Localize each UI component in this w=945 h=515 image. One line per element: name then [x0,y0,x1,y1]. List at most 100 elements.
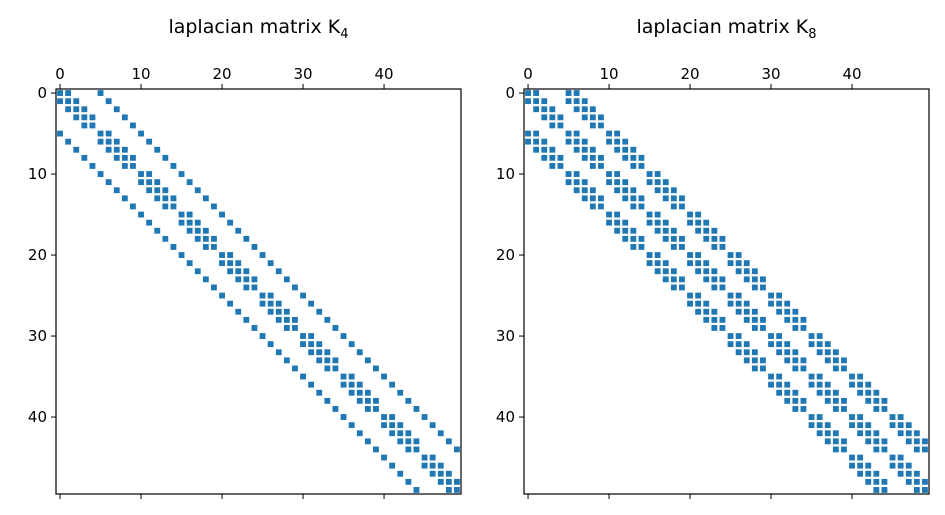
nonzero-marker [832,406,839,412]
nonzero-marker [202,276,209,283]
nonzero-marker [922,446,928,453]
chart-title: laplacian matrix K8 [636,16,816,42]
nonzero-marker [65,106,72,113]
nonzero-marker [138,179,144,186]
nonzero-marker [638,163,645,169]
nonzero-marker [614,179,621,186]
nonzero-marker [654,260,661,267]
nonzero-marker [525,138,531,145]
nonzero-marker [429,454,436,461]
nonzero-marker [646,219,653,226]
nonzero-marker [300,341,306,348]
nonzero-marker [897,414,904,420]
nonzero-marker [397,389,404,396]
nonzero-marker [89,122,96,129]
nonzero-marker [614,146,621,153]
nonzero-marker [138,171,144,177]
chart-title: laplacian matrix K4 [168,16,348,42]
nonzero-marker [784,308,791,315]
nonzero-marker [662,227,669,234]
nonzero-marker [735,300,742,307]
nonzero-marker [589,187,596,194]
nonzero-marker [364,406,371,412]
nonzero-marker [662,219,669,226]
nonzero-marker [97,130,104,137]
nonzero-marker [275,349,282,356]
nonzero-marker [670,276,677,283]
axes-frame [55,88,462,495]
nonzero-marker [622,138,629,145]
nonzero-marker [922,438,928,445]
nonzero-marker [792,389,799,396]
nonzero-marker [549,114,556,121]
nonzero-marker [622,227,629,234]
nonzero-marker [832,446,839,453]
nonzero-marker [606,219,612,226]
nonzero-marker [97,90,104,96]
nonzero-marker [292,316,298,323]
y-tick-label: 10 [496,165,515,183]
nonzero-marker [735,341,742,348]
nonzero-marker [743,357,750,364]
nonzero-marker [654,227,661,234]
nonzero-marker [300,333,306,339]
nonzero-marker [186,179,193,186]
nonzero-marker [662,179,669,186]
nonzero-marker [905,470,912,477]
nonzero-marker [121,163,128,169]
chart-title-subscript: 8 [808,27,816,42]
nonzero-marker [381,422,387,429]
nonzero-marker [219,211,225,218]
nonzero-marker [454,478,460,485]
nonzero-marker [832,397,839,404]
nonzero-marker [186,260,193,267]
nonzero-marker [873,478,880,485]
nonzero-marker [727,300,734,307]
nonzero-marker [606,211,612,218]
nonzero-marker [687,211,693,218]
nonzero-marker [865,397,872,404]
nonzero-marker [784,300,791,307]
nonzero-marker [857,373,864,380]
nonzero-marker [243,316,250,323]
nonzero-marker [194,227,201,234]
x-tick-label: 20 [681,65,700,83]
nonzero-marker [751,284,758,291]
nonzero-marker [832,438,839,445]
nonzero-marker [389,462,396,469]
nonzero-marker [873,397,880,404]
nonzero-marker [308,349,315,356]
nonzero-marker [549,106,556,113]
nonzero-marker [259,252,266,258]
nonzero-marker [389,422,396,429]
nonzero-marker [905,422,912,429]
nonzero-marker [808,414,815,420]
spy-markers [525,90,928,493]
nonzero-marker [711,244,718,250]
nonzero-marker [784,316,791,323]
nonzero-marker [768,292,774,299]
nonzero-marker [865,478,872,485]
nonzero-marker [454,446,460,453]
nonzero-marker [679,195,685,202]
nonzero-marker [695,227,702,234]
nonzero-marker [130,163,136,169]
nonzero-marker [348,381,355,388]
nonzero-marker [881,487,888,493]
nonzero-marker [227,300,234,307]
nonzero-marker [889,422,896,429]
nonzero-marker [219,252,225,258]
y-tick-label: 20 [496,246,515,264]
nonzero-marker [541,154,548,161]
nonzero-marker [792,406,799,412]
nonzero-marker [679,203,685,210]
spy-plot-k8: 0 10 20 30 40 0 10 20 30 40 laplacian matrix K8 [496,16,930,499]
nonzero-marker [897,422,904,429]
nonzero-marker [154,146,161,153]
nonzero-marker [283,357,290,364]
nonzero-marker [413,406,420,412]
nonzero-marker [138,130,144,137]
nonzero-marker [735,292,742,299]
nonzero-marker [792,357,799,364]
nonzero-marker [340,414,347,420]
